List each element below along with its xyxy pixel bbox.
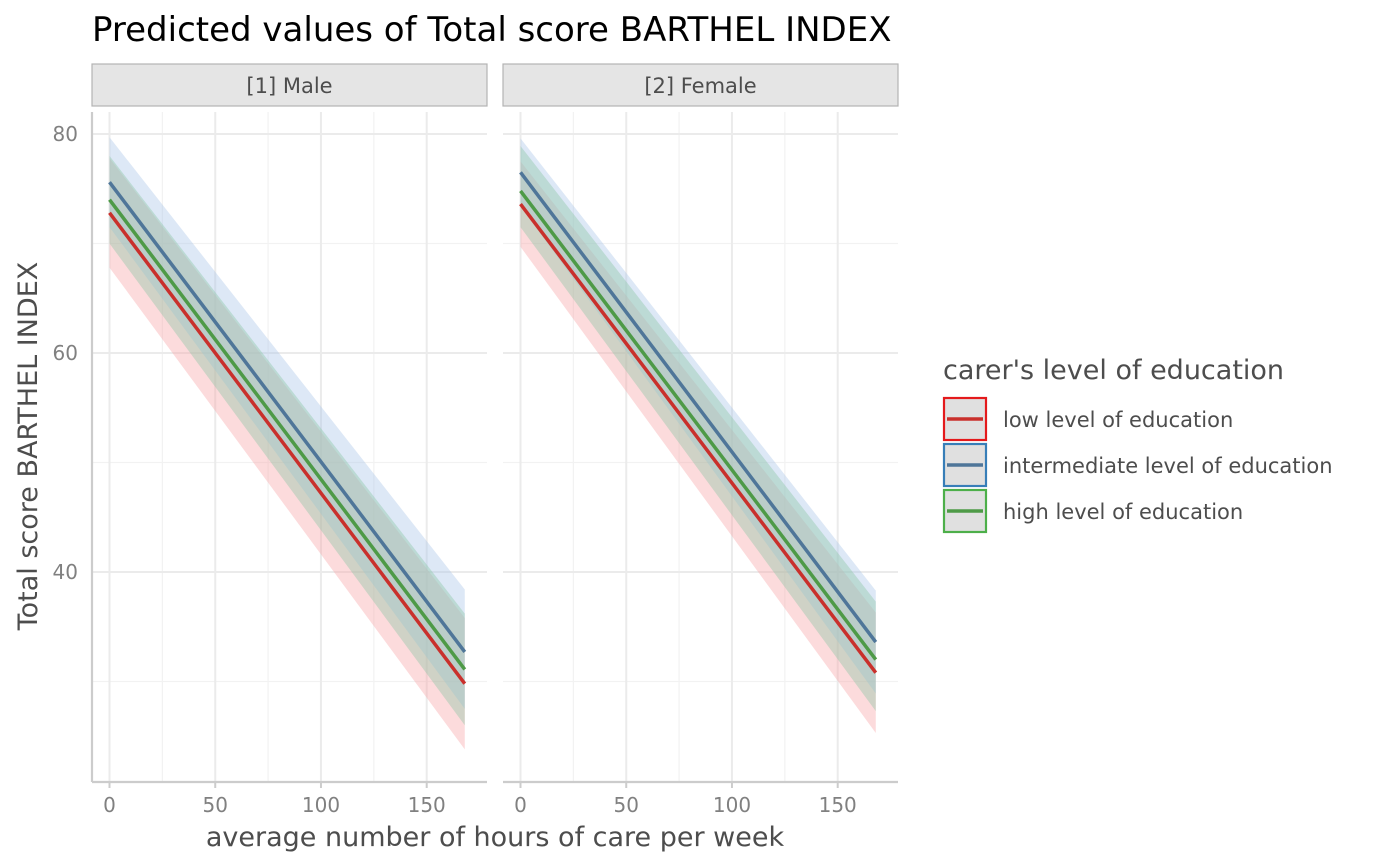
- series-line-2: [108, 181, 467, 653]
- x-tick-label: 50: [203, 793, 228, 817]
- y-axis-title: Total score BARTHEL INDEX: [13, 262, 44, 632]
- legend-label: high level of education: [1003, 500, 1243, 524]
- legend: carer's level of education low level of …: [942, 355, 1333, 534]
- legend-title: carer's level of education: [943, 355, 1284, 386]
- facet-strip-label: [1] Male: [246, 74, 332, 98]
- x-tick-label: 50: [614, 793, 639, 817]
- legend-item-1: low level of education: [942, 396, 1233, 442]
- x-tick-label: 100: [302, 793, 340, 817]
- y-tick-label: 60: [53, 341, 78, 365]
- series-line-3: [519, 189, 878, 661]
- panels-layer: [1] Male 40 60 80 0 50 100 150 [2] Female 0 50 100 1…: [53, 63, 899, 817]
- legend-label: intermediate level of education: [1003, 454, 1333, 478]
- x-tick-label: 0: [514, 793, 527, 817]
- ci-ribbon-1: [109, 158, 465, 750]
- x-tick-label: 150: [819, 793, 857, 817]
- legend-item-3: high level of education: [942, 488, 1243, 534]
- x-tick-label: 100: [713, 793, 751, 817]
- legend-item-2: intermediate level of education: [942, 442, 1333, 488]
- ci-ribbon-1: [520, 161, 876, 733]
- series-line-1: [519, 203, 878, 674]
- x-tick-label: 0: [103, 793, 116, 817]
- x-tick-label: 150: [408, 793, 446, 817]
- series-line-2: [519, 171, 878, 644]
- panel-2: [2] Female 0 50 100 150: [502, 63, 899, 817]
- series-line-3: [108, 198, 467, 671]
- facet-strip-label: [2] Female: [644, 74, 756, 98]
- y-tick-label: 80: [53, 122, 78, 146]
- series-line-1: [108, 211, 467, 685]
- panel-1: [1] Male 40 60 80 0 50 100 150: [53, 63, 488, 817]
- legend-label: low level of education: [1003, 408, 1233, 432]
- facet-strip: [502, 63, 899, 107]
- facet-strip: [91, 63, 488, 107]
- y-tick-label: 40: [53, 560, 78, 584]
- x-axis-title: average number of hours of care per week: [206, 822, 785, 853]
- chart-title: Predicted values of Total score BARTHEL …: [92, 10, 891, 50]
